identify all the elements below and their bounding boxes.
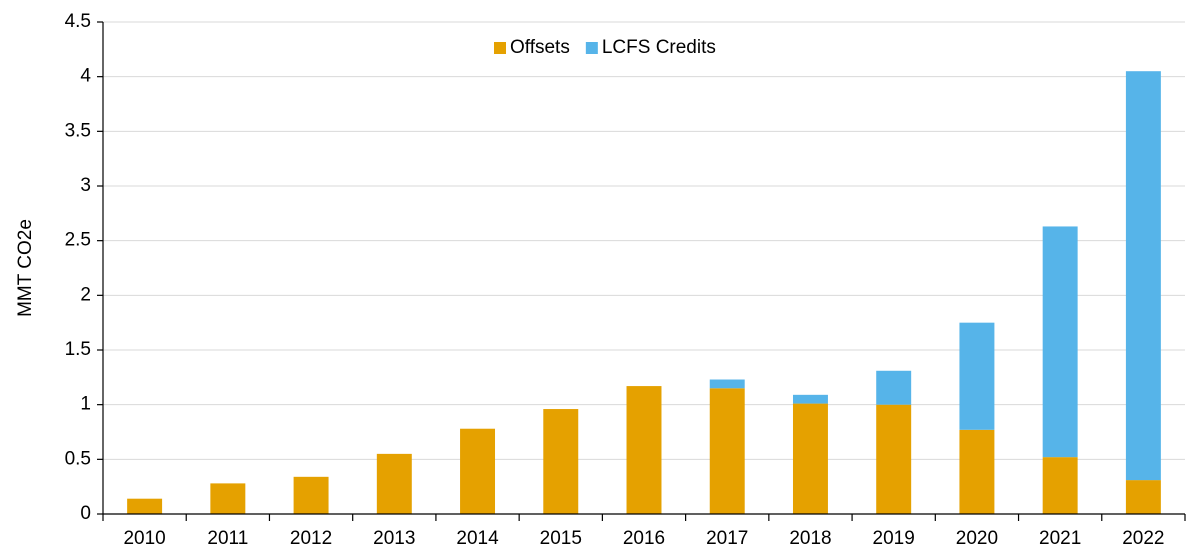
y-tick-label: 2 [80,284,91,305]
bar-segment [876,404,912,514]
x-tick-label: 2011 [207,528,248,549]
y-axis-title: MMT CO2e [15,219,36,317]
y-tick-label: 2.5 [65,230,91,251]
x-tick-label: 2020 [956,528,998,549]
bar-segment [460,428,496,514]
bar-segment [210,483,246,514]
x-tick-label: 2015 [540,528,582,549]
y-tick-label: 4.5 [65,11,91,32]
x-tick-label: 2018 [789,528,831,549]
bar-segment [876,370,912,405]
bar-segment [792,403,828,514]
bar-segment [626,386,662,514]
bar-segment [376,453,412,514]
x-tick-label: 2013 [373,528,415,549]
x-tick-label: 2014 [456,528,499,549]
legend-label: Offsets [510,37,570,58]
bar-segment [1042,457,1078,514]
x-tick-label: 2022 [1122,528,1164,549]
bar-segment [1125,71,1161,481]
x-tick-label: 2019 [873,528,915,549]
bar-segment [792,394,828,404]
legend-label: LCFS Credits [602,37,716,58]
legend-swatch [494,42,506,54]
bar-segment [293,476,329,514]
x-tick-label: 2010 [123,528,165,549]
bar-segment [959,322,995,430]
x-tick-label: 2012 [290,528,332,549]
bar-segment [127,498,163,514]
y-tick-label: 0 [80,503,91,524]
bar-segment [1042,226,1078,458]
bar-segment [709,379,745,389]
y-tick-label: 1 [80,394,91,415]
x-tick-label: 2017 [706,528,748,549]
bar-segment [1125,480,1161,514]
y-tick-label: 3.5 [65,120,91,141]
y-tick-label: 3 [80,175,91,196]
bar-segment [709,388,745,514]
y-tick-label: 1.5 [65,339,91,360]
x-tick-label: 2021 [1039,528,1081,549]
bar-segment [543,409,579,514]
legend-swatch [585,42,598,54]
y-tick-label: 0.5 [65,448,91,469]
y-tick-label: 4 [80,66,91,87]
x-tick-label: 2016 [623,528,665,549]
bar-segment [959,429,995,514]
